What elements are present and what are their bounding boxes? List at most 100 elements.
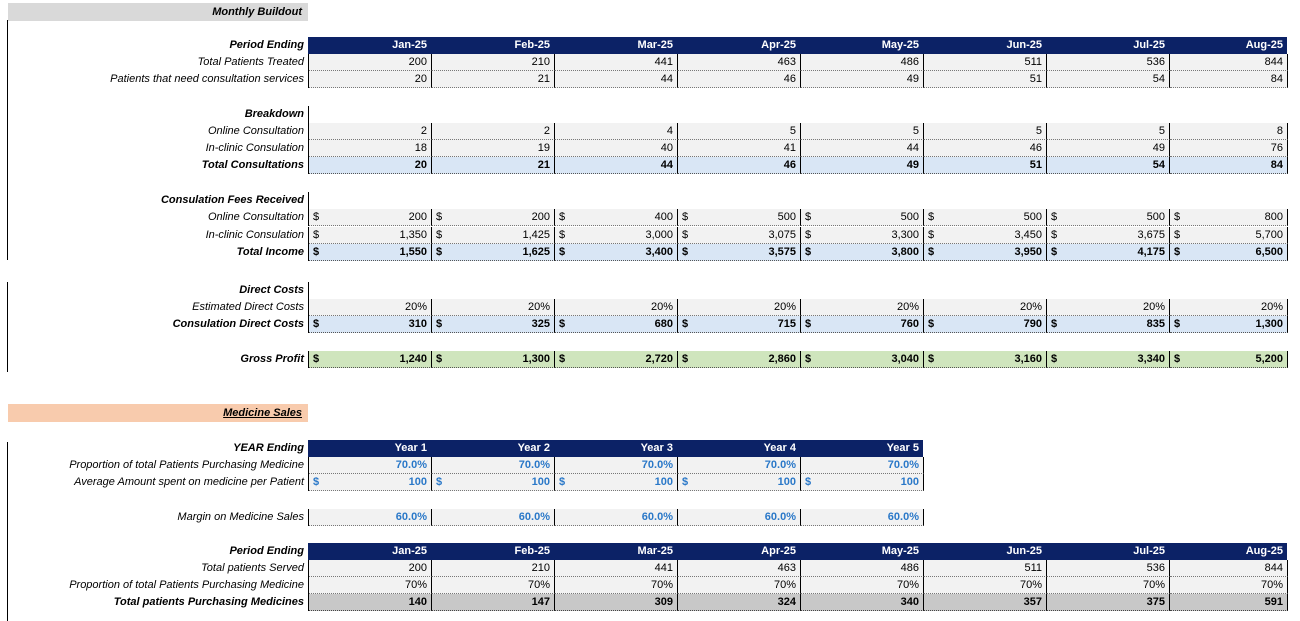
table-cell[interactable]: 20% — [555, 299, 678, 316]
table-cell[interactable]: 3,340 — [1047, 351, 1170, 368]
table-cell[interactable]: 844 — [1170, 560, 1288, 577]
table-cell[interactable]: Jan-25 — [308, 543, 431, 560]
table-cell[interactable]: 1,350 — [309, 227, 432, 244]
table-cell[interactable]: 511 — [924, 54, 1047, 71]
table-cell[interactable]: Feb-25 — [431, 37, 554, 54]
table-cell[interactable]: 2,860 — [678, 351, 801, 368]
table-cell[interactable]: 3,300 — [801, 227, 924, 244]
table-cell[interactable]: 844 — [1170, 54, 1288, 71]
table-cell[interactable]: 324 — [678, 594, 801, 611]
table-cell[interactable]: 84 — [1170, 157, 1288, 174]
table-cell[interactable]: 536 — [1047, 560, 1170, 577]
table-cell[interactable]: 70% — [1047, 577, 1170, 594]
table-cell[interactable]: 60.0% — [801, 509, 924, 526]
table-cell[interactable]: 2 — [309, 123, 432, 140]
table-cell[interactable]: 800 — [1170, 209, 1288, 226]
table-cell[interactable]: 54 — [1047, 71, 1170, 88]
table-cell[interactable]: 20% — [678, 299, 801, 316]
table-cell[interactable]: 70.0% — [432, 457, 555, 474]
table-cell[interactable]: 500 — [1047, 209, 1170, 226]
table-cell[interactable]: 84 — [1170, 71, 1288, 88]
table-cell[interactable]: 70% — [678, 577, 801, 594]
table-cell[interactable]: 591 — [1170, 594, 1288, 611]
table-cell[interactable]: 500 — [678, 209, 801, 226]
table-cell[interactable]: 210 — [432, 54, 555, 71]
table-cell[interactable]: 1,300 — [1170, 316, 1288, 333]
table-cell[interactable]: 357 — [924, 594, 1047, 611]
table-cell[interactable]: 46 — [924, 140, 1047, 157]
table-cell[interactable]: 20 — [309, 157, 432, 174]
table-cell[interactable]: May-25 — [800, 543, 923, 560]
table-cell[interactable]: 400 — [555, 209, 678, 226]
table-cell[interactable]: 3,000 — [555, 227, 678, 244]
table-cell[interactable]: 46 — [678, 157, 801, 174]
table-cell[interactable]: 140 — [309, 594, 432, 611]
table-cell[interactable]: 51 — [924, 71, 1047, 88]
table-cell[interactable]: 8 — [1170, 123, 1288, 140]
table-cell[interactable]: 2 — [432, 123, 555, 140]
table-cell[interactable]: 536 — [1047, 54, 1170, 71]
table-cell[interactable]: Apr-25 — [677, 37, 800, 54]
table-cell[interactable]: 60.0% — [309, 509, 432, 526]
table-cell[interactable]: 100 — [555, 474, 678, 491]
table-cell[interactable]: Mar-25 — [554, 543, 677, 560]
table-cell[interactable]: Jul-25 — [1046, 37, 1169, 54]
table-cell[interactable]: 70% — [924, 577, 1047, 594]
table-cell[interactable]: 54 — [1047, 157, 1170, 174]
table-cell[interactable]: 21 — [432, 157, 555, 174]
table-cell[interactable]: 511 — [924, 560, 1047, 577]
table-cell[interactable]: 6,500 — [1170, 244, 1288, 261]
table-cell[interactable]: Jun-25 — [923, 543, 1046, 560]
table-cell[interactable]: 486 — [801, 54, 924, 71]
table-cell[interactable]: 1,550 — [309, 244, 432, 261]
table-cell[interactable]: 5 — [678, 123, 801, 140]
table-cell[interactable]: 5,700 — [1170, 227, 1288, 244]
table-cell[interactable]: 70.0% — [678, 457, 801, 474]
table-cell[interactable]: 760 — [801, 316, 924, 333]
table-cell[interactable]: Aug-25 — [1169, 543, 1287, 560]
table-cell[interactable]: Year 1 — [308, 440, 431, 457]
table-cell[interactable]: 3,950 — [924, 244, 1047, 261]
table-cell[interactable]: 70.0% — [309, 457, 432, 474]
table-cell[interactable]: 1,300 — [432, 351, 555, 368]
table-cell[interactable]: 200 — [309, 209, 432, 226]
table-cell[interactable]: 147 — [432, 594, 555, 611]
table-cell[interactable]: Jul-25 — [1046, 543, 1169, 560]
table-cell[interactable]: Year 3 — [554, 440, 677, 457]
table-cell[interactable]: 70.0% — [555, 457, 678, 474]
table-cell[interactable]: 70% — [432, 577, 555, 594]
table-cell[interactable]: Mar-25 — [554, 37, 677, 54]
table-cell[interactable]: Year 2 — [431, 440, 554, 457]
table-cell[interactable]: Year 4 — [677, 440, 800, 457]
table-cell[interactable]: Jan-25 — [308, 37, 431, 54]
table-cell[interactable]: 325 — [432, 316, 555, 333]
table-cell[interactable]: Year 5 — [800, 440, 923, 457]
table-cell[interactable]: 790 — [924, 316, 1047, 333]
table-cell[interactable]: 1,240 — [309, 351, 432, 368]
table-cell[interactable]: 463 — [678, 560, 801, 577]
table-cell[interactable]: 19 — [432, 140, 555, 157]
table-cell[interactable]: 4 — [555, 123, 678, 140]
table-cell[interactable]: Apr-25 — [677, 543, 800, 560]
table-cell[interactable]: 310 — [309, 316, 432, 333]
table-cell[interactable]: 3,075 — [678, 227, 801, 244]
table-cell[interactable]: 60.0% — [432, 509, 555, 526]
table-cell[interactable]: 835 — [1047, 316, 1170, 333]
table-cell[interactable]: 49 — [801, 157, 924, 174]
table-cell[interactable]: 3,160 — [924, 351, 1047, 368]
table-cell[interactable]: 3,800 — [801, 244, 924, 261]
table-cell[interactable]: 210 — [432, 560, 555, 577]
table-cell[interactable]: 70% — [801, 577, 924, 594]
table-cell[interactable]: 44 — [555, 157, 678, 174]
table-cell[interactable]: 3,675 — [1047, 227, 1170, 244]
table-cell[interactable]: 40 — [555, 140, 678, 157]
table-cell[interactable]: 20% — [309, 299, 432, 316]
table-cell[interactable]: 4,175 — [1047, 244, 1170, 261]
table-cell[interactable]: 5 — [1047, 123, 1170, 140]
table-cell[interactable]: 70% — [1170, 577, 1288, 594]
table-cell[interactable]: 680 — [555, 316, 678, 333]
table-cell[interactable]: 200 — [309, 560, 432, 577]
table-cell[interactable]: 500 — [924, 209, 1047, 226]
table-cell[interactable]: 20% — [924, 299, 1047, 316]
table-cell[interactable]: 44 — [555, 71, 678, 88]
